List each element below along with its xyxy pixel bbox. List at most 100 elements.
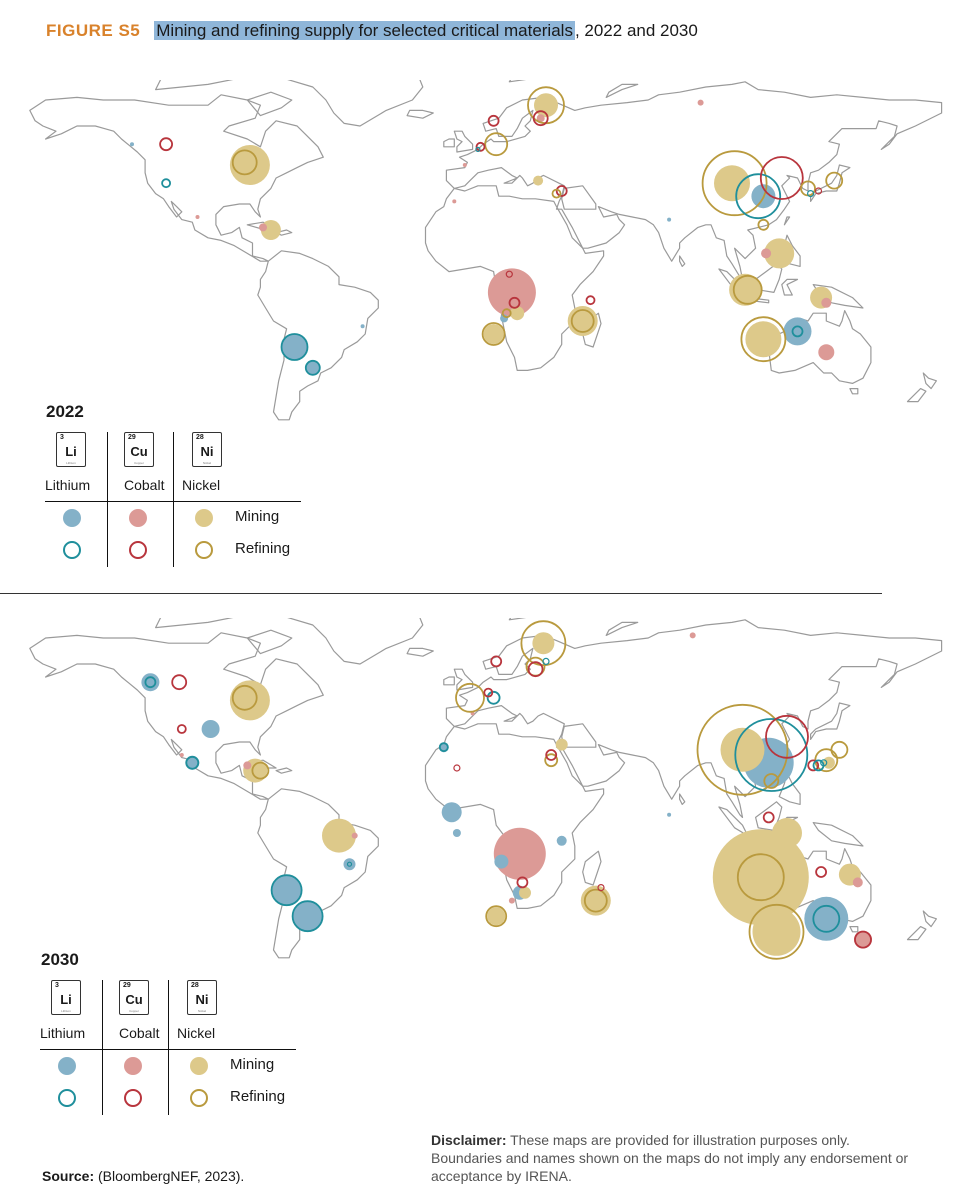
- nickel-refining-marker-south-africa: [485, 905, 508, 928]
- nickel-refining-marker-south-africa: [481, 322, 506, 346]
- cobalt-mining-marker-new-caledonia: [852, 877, 863, 888]
- legend-name-nickel: Nickel: [182, 477, 221, 493]
- cobalt-refining-marker-russia: [532, 110, 549, 127]
- legend-swatch-lithium-refining: [63, 541, 81, 559]
- lithium-refining-marker-argentina: [270, 874, 303, 907]
- land-great-britain: [453, 130, 474, 153]
- nickel-refining-marker-turkey: [551, 188, 562, 199]
- land-new-zealand-south: [906, 388, 927, 403]
- land-tasmania: [849, 388, 859, 395]
- cobalt-mining-marker-cuba: [243, 761, 252, 770]
- lithium-mining-marker-dr-congo: [494, 854, 509, 869]
- cobalt-refining-marker-canada: [159, 137, 174, 152]
- land-north-america: [29, 632, 324, 800]
- cobalt-refining-marker-belgium: [475, 141, 486, 152]
- lithium-refining-marker-usa: [161, 178, 172, 189]
- legend-name-lithium: Lithium: [40, 1025, 86, 1041]
- nickel-mining-marker-australia: [752, 907, 801, 956]
- lithium-refining-marker-chile: [304, 359, 321, 376]
- land-greenland: [287, 80, 424, 127]
- cobalt-refining-marker-madagascar: [597, 884, 605, 892]
- element-tile-cobalt: 29 Cu Copper: [119, 980, 149, 1015]
- legend-2030: 2030 3 Li Lithium Lithium 29 Cu Copper Cobalt 28…: [35, 948, 305, 1118]
- lithium-refining-marker-portugal: [438, 742, 449, 753]
- land-eurasia: [445, 619, 943, 818]
- cobalt-mining-marker-russia: [536, 114, 545, 123]
- element-number: 28: [191, 982, 199, 989]
- nickel-refining-marker-indonesia: [736, 853, 785, 902]
- nickel-mining-marker-south-africa: [487, 907, 506, 926]
- land-arabia-detail: [561, 185, 597, 210]
- nickel-refining-marker-norway: [484, 132, 509, 157]
- element-symbol: Li: [60, 992, 72, 1007]
- lithium-mining-marker-canada: [141, 673, 160, 692]
- cobalt-refining-marker-turkey: [555, 185, 568, 197]
- element-tiny-name: Lithium: [61, 1009, 71, 1013]
- cobalt-refining-marker-germany: [483, 687, 494, 698]
- lithium-refining-marker-brazil: [346, 861, 353, 867]
- nickel-mining-marker-turkey: [555, 738, 568, 751]
- land-taiwan: [783, 216, 791, 226]
- lithium-refining-marker-korea: [820, 759, 828, 767]
- cobalt-refining-marker-korea: [814, 187, 823, 195]
- year-label-2030: 2030: [41, 950, 79, 969]
- land-arctic-islands: [155, 618, 234, 629]
- cobalt-refining-marker-australia: [854, 930, 872, 949]
- legend-label-mining: Mining: [230, 1056, 275, 1073]
- nickel-refining-marker-cuba: [251, 761, 270, 780]
- land-outlines-2030: [29, 618, 943, 959]
- element-number: 3: [60, 434, 64, 441]
- figure-title-rest: , 2022 and 2030: [574, 21, 698, 40]
- land-svalbard: [508, 618, 527, 621]
- nickel-refining-marker-japan: [825, 171, 844, 190]
- nickel-mining-marker-zimbabwe: [510, 306, 525, 321]
- land-novaya-zemlya: [605, 621, 639, 636]
- element-tile-lithium: 3 Li Lithium: [51, 980, 81, 1015]
- element-tile-nickel: 28 Ni Nickel: [187, 980, 217, 1015]
- land-baffin: [246, 629, 293, 655]
- legend-label-refining: Refining: [235, 540, 291, 557]
- nickel-mining-marker-china: [714, 165, 750, 202]
- cobalt-mining-marker-mexico: [179, 753, 184, 757]
- legend-grid-line: [40, 1049, 296, 1051]
- lithium-mining-marker-chile: [292, 901, 323, 932]
- land-sri-lanka: [679, 255, 686, 267]
- land-sri-lanka: [679, 793, 686, 805]
- legend-name-lithium: Lithium: [45, 477, 91, 493]
- legend-2022: 2022 3 Li Lithium Lithium 29 Cu Copper Cobalt 28…: [40, 400, 310, 570]
- land-sumatra: [718, 806, 749, 837]
- element-symbol: Ni: [200, 444, 214, 459]
- lithium-refining-marker-germany: [486, 690, 501, 705]
- cobalt-refining-marker-korea: [807, 759, 820, 772]
- legend-name-cobalt: Cobalt: [124, 477, 165, 493]
- cobalt-mining-marker-dr-congo: [487, 268, 536, 317]
- land-south-america: [257, 250, 379, 421]
- lithium-mining-marker-usa: [201, 720, 220, 738]
- element-number: 28: [196, 434, 204, 441]
- nickel-refining-marker-madagascar: [583, 888, 608, 913]
- land-madagascar: [582, 850, 602, 886]
- land-sulawesi: [781, 278, 799, 296]
- year-label-2022: 2022: [46, 402, 84, 421]
- nickel-mining-marker-canada: [229, 680, 270, 721]
- cobalt-mining-marker-usa: [195, 215, 200, 219]
- lithium-mining-marker-india: [667, 812, 672, 817]
- element-symbol: Cu: [130, 444, 148, 459]
- nickel-mining-marker-zambia: [519, 886, 531, 899]
- element-tiny-name: Copper: [134, 461, 144, 465]
- cobalt-mining-marker-brazil: [351, 832, 358, 839]
- cobalt-refining-marker-new-caledonia: [815, 866, 827, 878]
- nickel-refining-marker-turkey: [544, 753, 559, 768]
- land-north-america: [29, 94, 324, 262]
- lithium-refining-marker-mexico: [185, 755, 200, 770]
- lithium-mining-marker-ghana: [452, 829, 461, 837]
- land-ireland: [443, 676, 455, 686]
- source-text: (BloombergNEF, 2023).: [94, 1168, 245, 1184]
- nickel-mining-marker-philippines: [764, 238, 795, 269]
- lithium-mining-marker-argentina: [271, 875, 302, 906]
- land-tasmania: [849, 926, 859, 933]
- lithium-refining-marker-australia: [812, 904, 841, 933]
- cobalt-refining-marker-canada: [171, 674, 188, 691]
- land-japan: [810, 164, 851, 202]
- element-tile-nickel: 28 Ni Nickel: [192, 432, 222, 467]
